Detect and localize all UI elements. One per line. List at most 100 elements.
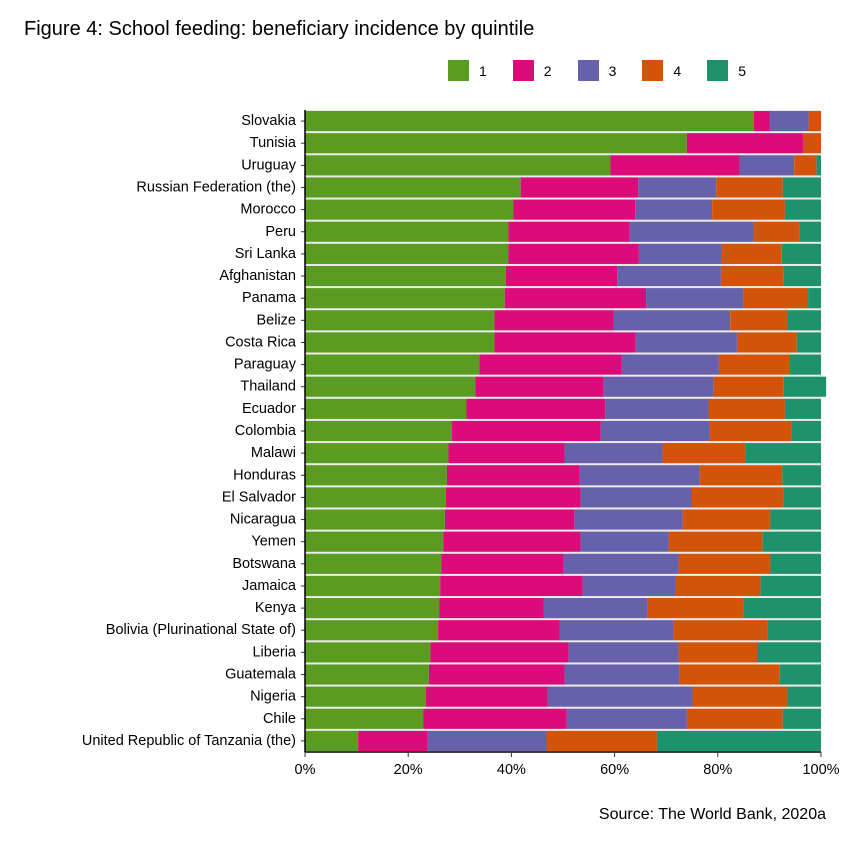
y-tick-label: Liberia — [252, 644, 296, 660]
bar-segment-4 — [721, 243, 782, 264]
bar-segment-4 — [682, 509, 771, 530]
x-tick-label: 80% — [703, 762, 732, 778]
bar-segment-2 — [444, 509, 575, 530]
bar-segment-4 — [713, 376, 784, 397]
bar-segment-4 — [712, 199, 785, 220]
bar-segment-5 — [784, 398, 821, 419]
bar-segment-5 — [762, 531, 821, 552]
bar-segment-5 — [770, 553, 821, 574]
bar-segment-2 — [520, 177, 639, 198]
bar-segment-5 — [787, 310, 821, 331]
bar-segment-2 — [441, 553, 563, 574]
legend-label: 1 — [479, 62, 487, 79]
bar-segment-3 — [578, 465, 700, 486]
chart-title: Figure 4: School feeding: beneficiary in… — [24, 18, 535, 40]
bar-segment-1 — [305, 398, 467, 419]
bar-segment-4 — [678, 642, 758, 663]
x-tick-label: 0% — [295, 762, 316, 778]
legend-item: 3 — [577, 60, 617, 81]
bar-segment-1 — [305, 288, 505, 309]
legend-item: 5 — [707, 60, 746, 81]
bar-segment-5 — [779, 664, 821, 685]
y-tick-label: Nigeria — [250, 689, 297, 705]
y-tick-label: Tunisia — [250, 135, 297, 151]
bar-segment-1 — [305, 221, 509, 242]
bar-segment-2 — [423, 708, 567, 729]
bar-segment-2 — [466, 398, 606, 419]
bar-segment-1 — [305, 199, 514, 220]
y-tick-label: Russian Federation (the) — [136, 179, 296, 195]
x-tick-label: 20% — [394, 762, 423, 778]
bar-segment-5 — [745, 443, 821, 464]
legend-swatch — [512, 60, 534, 81]
bar-segment-4 — [808, 111, 821, 132]
y-tick-label: Chile — [263, 711, 296, 727]
bar-segment-4 — [716, 177, 783, 198]
bar-segment-5 — [791, 420, 821, 442]
bar-segment-2 — [452, 420, 601, 442]
bar-segment-3 — [635, 199, 713, 220]
bar-segment-1 — [305, 620, 439, 641]
bar-segment-2 — [505, 265, 618, 287]
y-tick-label: Honduras — [233, 467, 296, 483]
bar-segment-5 — [782, 465, 821, 486]
bar-segment-3 — [629, 221, 754, 242]
bar-segment-5 — [784, 199, 821, 220]
bar-segment-2 — [610, 155, 740, 176]
bar-segment-3 — [568, 642, 679, 663]
bar-segment-5 — [757, 642, 821, 663]
bar-segment-4 — [802, 133, 821, 154]
legend-label: 5 — [738, 62, 746, 79]
y-tick-label: Jamaica — [242, 578, 297, 594]
bar-segment-1 — [305, 730, 359, 751]
y-tick-label: Panama — [242, 290, 297, 306]
legend-label: 3 — [608, 62, 617, 79]
bar-segment-1 — [305, 443, 449, 464]
bar-segment-3 — [580, 531, 669, 552]
legend-item: 4 — [642, 60, 681, 81]
y-tick-label: Ecuador — [242, 401, 296, 417]
bar-segment-4 — [709, 420, 792, 442]
bar-segment-1 — [305, 708, 424, 729]
y-tick-label: El Salvador — [222, 489, 296, 505]
y-tick-label: Belize — [257, 312, 297, 328]
bar-segment-5 — [760, 575, 821, 597]
bar-segment-3 — [547, 686, 693, 707]
bar-segment-2 — [430, 642, 569, 663]
bar-segment-4 — [679, 664, 780, 685]
bar-segment-1 — [305, 531, 444, 552]
bar-segment-5 — [787, 686, 821, 707]
y-tick-label: Yemen — [251, 534, 296, 550]
bar-segment-1 — [305, 420, 453, 442]
bar-segment-1 — [305, 598, 440, 619]
bar-segment-4 — [678, 553, 771, 574]
bar-segment-3 — [563, 553, 679, 574]
bar-segment-4 — [708, 398, 785, 419]
y-tick-label: Nicaragua — [230, 512, 297, 528]
bar-segment-2 — [508, 243, 639, 264]
y-tick-label: Kenya — [255, 600, 297, 616]
bar-segment-2 — [494, 332, 636, 353]
bar-segment-3 — [564, 664, 680, 685]
bar-segment-5 — [656, 730, 821, 751]
bar-segment-3 — [621, 354, 719, 375]
bar-segment-3 — [559, 620, 674, 641]
bar-segment-1 — [305, 310, 495, 331]
bar-segment-4 — [692, 686, 788, 707]
bar-segment-2 — [358, 730, 428, 751]
bar-segment-3 — [605, 398, 709, 419]
bar-segment-3 — [638, 177, 717, 198]
bar-segment-2 — [475, 376, 604, 397]
bar-segment-2 — [428, 664, 565, 685]
bar-segment-4 — [718, 354, 791, 375]
bar-segment-4 — [736, 332, 797, 353]
x-tick-label: 60% — [600, 762, 629, 778]
y-tick-label: Paraguay — [234, 357, 297, 373]
bar-segment-3 — [739, 155, 795, 176]
legend-swatch — [448, 60, 469, 81]
bar-segment-5 — [781, 243, 821, 264]
bar-segment-4 — [699, 465, 783, 486]
bar-segment-2 — [504, 288, 647, 309]
bar-segment-4 — [753, 221, 800, 242]
